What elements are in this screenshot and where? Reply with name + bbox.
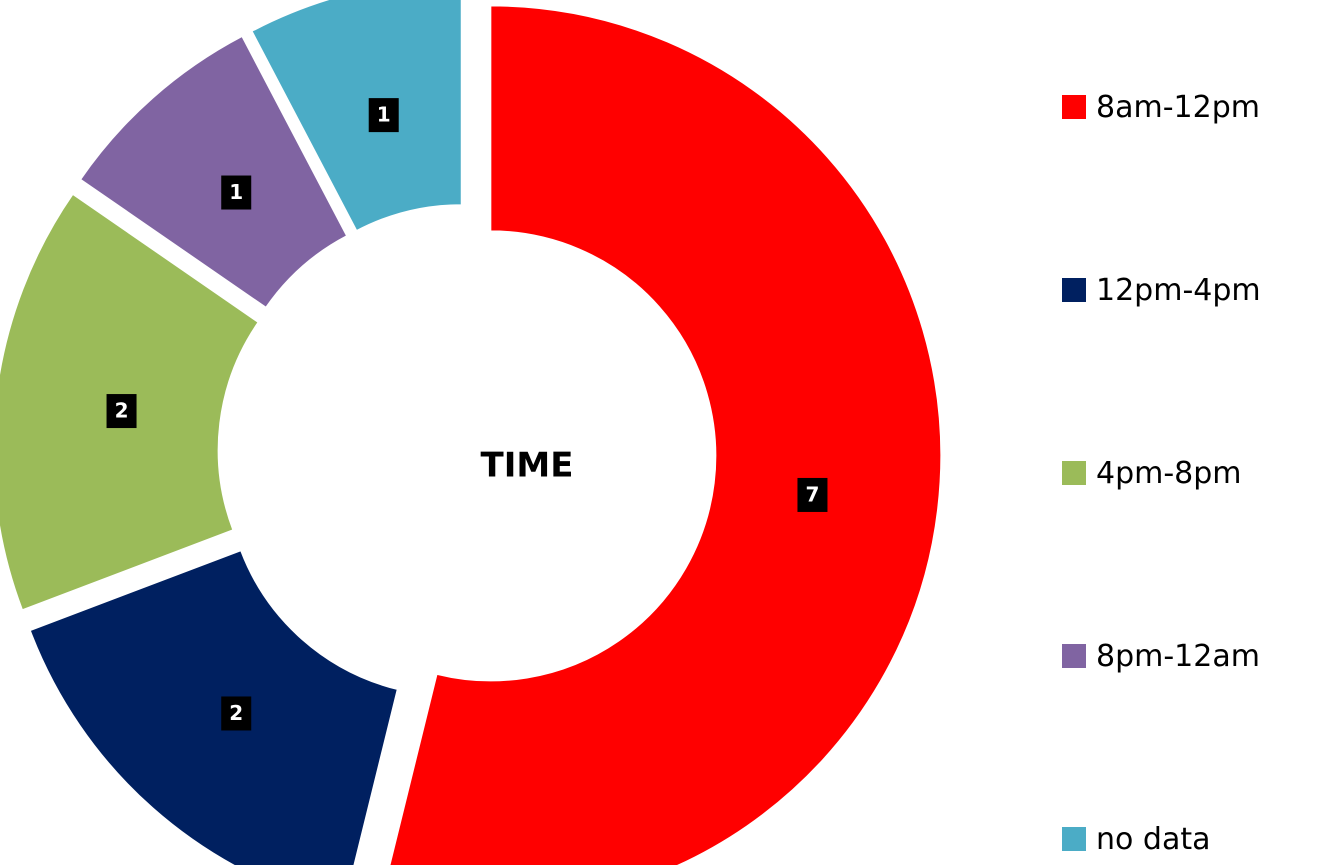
data-label-box: [797, 477, 828, 512]
legend-item-4pm-8pm: 4pm-8pm: [1062, 453, 1242, 493]
data-label-value: 7: [805, 482, 819, 506]
data-label-8pm-12am: 1: [221, 175, 252, 210]
legend-item-12pm-4pm: 12pm-4pm: [1062, 270, 1261, 310]
legend-label: 8pm-12am: [1096, 638, 1260, 674]
legend-swatch: [1062, 827, 1086, 851]
legend-label: 8am-12pm: [1096, 89, 1260, 125]
data-label-box: [221, 696, 252, 731]
data-labels-layer: 7 2 2 1 1: [106, 98, 828, 731]
slice-12pm-4pm: [29, 550, 398, 865]
data-label-8am-12pm: 7: [797, 477, 828, 512]
slice-8pm-12am: [80, 35, 348, 308]
chart-center-title: TIME: [481, 446, 574, 486]
slices-layer: [0, 0, 942, 865]
legend-item-no-data: no data: [1062, 819, 1210, 859]
data-label-value: 2: [115, 399, 129, 423]
legend-swatch: [1062, 461, 1086, 485]
legend-swatch: [1062, 278, 1086, 302]
data-label-box: [106, 394, 137, 429]
slice-8am-12pm: [389, 5, 942, 865]
chart-legend: 8am-12pm 12pm-4pm 4pm-8pm 8pm-12am no data: [1062, 0, 1317, 865]
data-label-no-data: 1: [368, 98, 399, 133]
data-label-value: 1: [229, 180, 243, 204]
data-label-12pm-4pm: 2: [221, 696, 252, 731]
legend-label: 12pm-4pm: [1096, 272, 1261, 308]
legend-label: 4pm-8pm: [1096, 455, 1242, 491]
legend-swatch: [1062, 644, 1086, 668]
data-label-box: [221, 175, 252, 210]
data-label-box: [368, 98, 399, 133]
legend-label: no data: [1096, 821, 1211, 857]
data-label-value: 1: [377, 103, 391, 127]
legend-item-8am-12pm: 8am-12pm: [1062, 87, 1260, 127]
data-label-4pm-8pm: 2: [106, 394, 137, 429]
slice-no-data: [251, 0, 462, 232]
legend-item-8pm-12am: 8pm-12am: [1062, 636, 1260, 676]
data-label-value: 2: [229, 701, 243, 725]
legend-swatch: [1062, 95, 1086, 119]
